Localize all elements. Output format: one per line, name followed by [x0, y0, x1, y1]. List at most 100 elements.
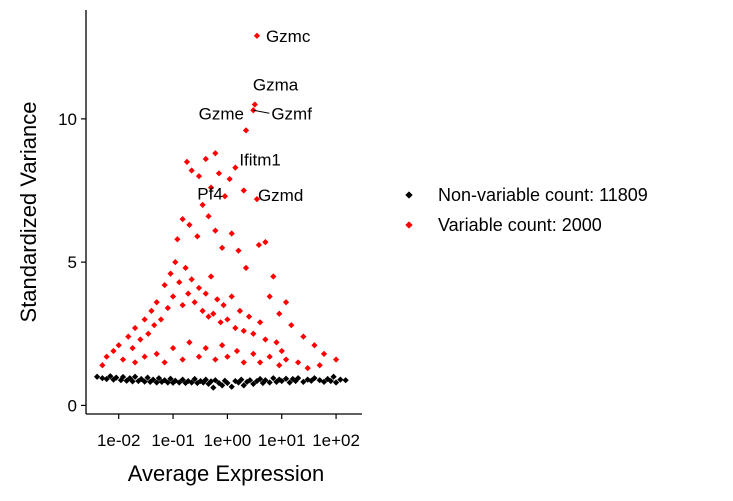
variable-point: [240, 359, 247, 366]
variable-point: [202, 155, 209, 163]
non-variable-point: [332, 379, 340, 386]
variable-point: [141, 316, 148, 323]
variable-point: [186, 221, 193, 229]
variable-point: [266, 293, 273, 300]
legend-label: Non-variable count: 11809: [438, 185, 648, 205]
variable-point: [199, 201, 206, 208]
variable-point: [278, 347, 285, 355]
variable-point: [185, 290, 192, 297]
variable-point: [288, 322, 295, 329]
non-variable-point: [93, 373, 101, 380]
variable-point: [304, 365, 311, 372]
x-tick-label: 1e+00: [204, 431, 252, 450]
non-variable-point: [270, 375, 277, 382]
variable-point: [270, 273, 277, 280]
non-variable-point: [300, 378, 307, 386]
gene-label: Pf4: [197, 185, 223, 204]
variable-point: [320, 350, 328, 357]
non-variable-point: [266, 379, 273, 386]
variable-point: [220, 302, 227, 309]
variable-point: [194, 233, 201, 240]
variable-point: [205, 213, 212, 220]
non-variable-point: [212, 377, 219, 384]
variable-point: [256, 359, 264, 366]
x-axis-title: Average Expression: [128, 461, 325, 486]
variable-point: [212, 150, 219, 157]
variable-point: [221, 193, 229, 200]
variable-point: [232, 164, 239, 171]
variable-point: [176, 279, 183, 286]
variable-point: [250, 330, 257, 337]
variable-point: [311, 342, 318, 349]
variable-point: [256, 319, 264, 326]
gene-label: Gzmd: [258, 186, 303, 205]
variable-point: [183, 158, 191, 165]
variable-point: [129, 344, 136, 352]
variable-point: [253, 195, 261, 203]
variable-point: [172, 259, 179, 266]
variable-point: [316, 362, 323, 369]
gene-label: Ifitm1: [239, 151, 281, 170]
variable-point: [169, 293, 177, 300]
variable-point: [255, 241, 263, 249]
variable-point: [276, 310, 283, 317]
variable-point: [242, 264, 250, 271]
non-variable-point: [342, 377, 349, 384]
variable-point: [141, 353, 148, 360]
non-variable-point: [238, 376, 245, 383]
variable-point: [191, 299, 198, 306]
variable-point: [282, 299, 290, 306]
non-variable-point: [286, 379, 293, 386]
variable-point: [232, 324, 239, 332]
variable-point: [110, 347, 117, 355]
variable-point: [253, 32, 261, 39]
non-variable-point: [327, 377, 334, 385]
gene-label: Gzma: [253, 76, 299, 95]
variable-point: [188, 167, 195, 174]
non-variable-point: [191, 375, 198, 383]
label-leader-line: [253, 109, 270, 114]
variable-point: [202, 290, 209, 297]
x-tick-label: 1e+01: [258, 431, 306, 450]
variable-point: [207, 273, 215, 280]
variable-point: [262, 238, 269, 246]
variable-point: [235, 247, 242, 254]
variable-point: [251, 101, 258, 108]
variable-point: [103, 353, 110, 360]
non-variable-point: [256, 375, 264, 383]
non-variable-point: [228, 383, 235, 390]
variable-point: [199, 307, 206, 314]
x-tick-label: 1e-02: [97, 431, 140, 450]
variable-point: [242, 127, 250, 134]
legend-key: [405, 221, 413, 229]
variable-point: [125, 333, 132, 340]
variable-point: [153, 299, 160, 306]
variable-point: [131, 359, 139, 366]
variable-point: [179, 302, 186, 309]
variable-point: [228, 293, 235, 300]
gene-label: Gzmf: [271, 104, 312, 123]
variable-point: [240, 187, 247, 194]
variable-point: [219, 244, 226, 251]
gene-label: Gzmc: [266, 27, 311, 46]
variable-point: [186, 339, 193, 346]
variable-point: [131, 324, 139, 332]
variable-point: [240, 327, 247, 335]
y-tick-label: 10: [58, 110, 77, 129]
variable-point: [294, 359, 302, 366]
variable-point: [179, 216, 186, 223]
variable-point: [179, 356, 186, 363]
variable-point: [228, 230, 235, 237]
x-tick-label: 1e+02: [312, 431, 360, 450]
variable-point: [212, 356, 219, 363]
non-variable-point: [282, 375, 290, 382]
non-variable-point: [294, 375, 302, 382]
plot-area: Gzmc Gzma Gzmf Gzme Ifitm1 Pf4 Gzmd: [93, 27, 349, 391]
variable-point: [224, 316, 231, 323]
variable-point: [245, 313, 253, 320]
non-variable-point: [330, 373, 337, 380]
legend-label: Variable count: 2000: [438, 215, 602, 235]
variable-point: [262, 336, 269, 343]
variable-point: [137, 336, 144, 343]
axes: 0 5 10 1e-02 1e-01 1e+00 1e+01 1e+02: [58, 10, 362, 450]
